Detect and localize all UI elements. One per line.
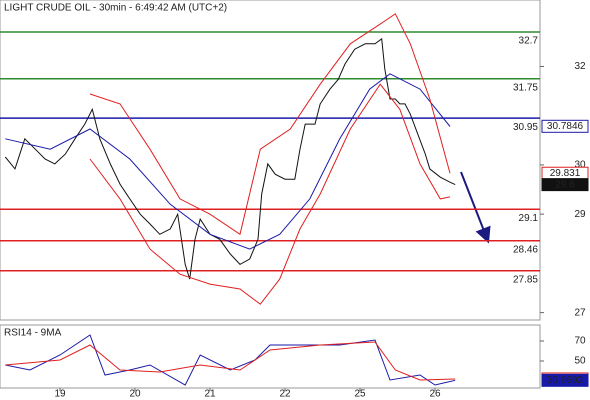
level-label: 30.95: [513, 122, 538, 133]
level-label: 27.85: [513, 274, 538, 285]
series-line: [5, 341, 456, 381]
rsi-panel: [0, 324, 541, 389]
level-label: 28.46: [513, 244, 538, 255]
panel-title: RSI14 - 9MA: [4, 328, 62, 339]
x-tick-label: 19: [54, 389, 66, 400]
last-value-label: 30.6692: [547, 375, 584, 386]
price-panel: [0, 0, 541, 321]
y-tick-label: 50: [574, 356, 586, 367]
last-value-label: 29.6: [555, 179, 575, 190]
last-value-label: 29.831: [550, 168, 581, 179]
last-value-box: [541, 119, 589, 133]
panel-title: LIGHT CRUDE OIL - 30min - 6:49:42 AM (UT…: [4, 3, 227, 14]
series-line: [5, 334, 456, 386]
y-tick-label: 30: [574, 160, 586, 171]
x-tick-label: 26: [429, 389, 441, 400]
series-line: [4, 37, 456, 280]
level-label: 32.7: [519, 36, 539, 47]
last-value-label: 30.7846: [547, 121, 584, 132]
series-line: [89, 83, 451, 305]
x-tick-label: 22: [279, 389, 291, 400]
x-tick-label: 20: [129, 389, 141, 400]
last-value-box: [541, 373, 589, 387]
last-value-box: [541, 178, 589, 192]
series-line: [89, 13, 451, 236]
projection-arrow: [460, 171, 491, 244]
series-line: [5, 73, 451, 250]
y-tick-label: 27: [574, 307, 586, 318]
x-tick-label: 21: [204, 389, 216, 400]
y-tick-label: 29: [574, 209, 586, 220]
x-tick-label: 25: [354, 389, 366, 400]
level-label: 31.75: [513, 82, 538, 93]
y-tick-label: 32: [574, 61, 586, 72]
y-tick-label: 70: [574, 336, 586, 347]
level-label: 29.1: [519, 213, 539, 224]
